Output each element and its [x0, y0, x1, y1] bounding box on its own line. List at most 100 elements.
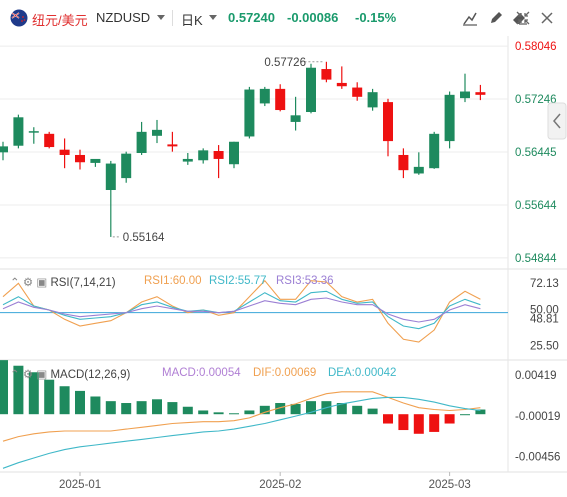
macd-bar: [444, 414, 455, 424]
macd-bar: [0, 360, 8, 415]
candle-body: [383, 102, 393, 142]
y-tick-label: 0.56445: [515, 147, 557, 159]
macd-bar: [413, 414, 424, 434]
divider: [172, 10, 173, 26]
y-tick-label: 72.13: [530, 278, 559, 290]
y-tick-label: 0.58046: [515, 41, 557, 53]
collapse-sidebar-button[interactable]: [547, 102, 567, 140]
macd-bar: [213, 412, 224, 415]
macd-bar: [105, 401, 116, 415]
macd-bar: [136, 401, 147, 415]
candle-body: [444, 94, 455, 142]
candle-body: [259, 88, 270, 104]
candle-body: [75, 154, 85, 163]
macd-bar: [244, 410, 255, 415]
collapse-icon[interactable]: ⌃: [10, 277, 20, 289]
macd-bar: [59, 386, 70, 415]
last-price: 0.57240: [228, 10, 275, 25]
macd-bar: [475, 409, 486, 415]
macd-bar: [152, 399, 162, 415]
y-tick-label: 0.57246: [515, 94, 557, 106]
candle-body: [90, 158, 101, 163]
y-tick-label: 25.50: [530, 340, 559, 352]
period-selector[interactable]: 日K: [181, 13, 203, 28]
candle-body: [121, 153, 132, 179]
y-tick-label: 0.54844: [515, 253, 557, 265]
macd-bar: [383, 414, 393, 424]
macd-bar: [460, 414, 470, 416]
chart-icon: ▣: [36, 369, 48, 381]
rsi1-legend: RSI1:60.00: [144, 275, 202, 287]
macd-bar: [229, 413, 239, 415]
rsi-panel-label: ⌃ ⚙ ▣ RSI(7,14,21): [10, 275, 116, 289]
candle-body: [475, 92, 486, 95]
candle-body: [198, 150, 209, 161]
y-tick-label: -0.00456: [515, 452, 560, 464]
chevron-down-icon[interactable]: [209, 15, 217, 20]
macd-bar: [13, 365, 24, 415]
macd-bar: [352, 405, 363, 415]
x-tick-label: 2025-02: [259, 479, 301, 491]
macd-bar: [44, 379, 55, 415]
macd-bar: [290, 403, 301, 415]
close-icon[interactable]: [537, 8, 557, 28]
macd-bar: [167, 402, 178, 415]
eraser-icon[interactable]: [510, 8, 530, 28]
macd-bar: [198, 410, 209, 415]
price-change-percent: -0.15%: [355, 10, 397, 25]
macd-bar: [182, 406, 193, 415]
chart-toolbar: 纽元/美元 NZDUSD 日K 0.57240 -0.00086 -0.15%: [0, 0, 567, 36]
candle-body: [59, 149, 70, 155]
macd-bar: [121, 403, 132, 415]
macd-title: MACD(12,26,9): [50, 369, 131, 381]
rsi-line-1: [2, 279, 481, 343]
candle-body: [28, 131, 39, 133]
gear-icon[interactable]: ⚙: [22, 277, 34, 289]
pen-icon[interactable]: [486, 8, 506, 28]
candle-body: [429, 133, 440, 169]
candle-body: [398, 154, 409, 171]
low-annotation: 0.55164: [123, 232, 165, 244]
y-tick-label: 0.55644: [515, 200, 557, 212]
candle-body: [182, 158, 193, 162]
dif-line: [2, 391, 481, 442]
collapse-icon[interactable]: ⌃: [10, 369, 20, 381]
candle-body: [367, 92, 378, 108]
gear-icon[interactable]: ⚙: [22, 369, 34, 381]
flag-nz-icon: [10, 9, 28, 27]
candle-body: [413, 166, 424, 174]
macd-bar: [90, 396, 101, 415]
symbol-code[interactable]: NZDUSD: [96, 10, 151, 25]
dea-legend: DEA:0.00042: [328, 367, 397, 379]
candle-body: [44, 133, 55, 148]
symbol-name-cn[interactable]: 纽元/美元: [32, 13, 88, 28]
x-tick-label: 2025-03: [429, 479, 471, 491]
y-tick-label: -0.00019: [515, 411, 560, 423]
price-change: -0.00086: [287, 10, 339, 25]
candle-body: [0, 146, 8, 153]
candle-body: [290, 115, 301, 122]
macd-bar: [75, 390, 85, 415]
macd-bar: [367, 408, 378, 415]
candle-body: [167, 144, 178, 147]
macd-bar: [275, 403, 286, 415]
candle-body: [229, 141, 239, 165]
macd-panel-label: ⌃ ⚙ ▣ MACD(12,26,9): [10, 367, 130, 381]
candle-body: [105, 163, 116, 191]
y-tick-label: 50.00: [530, 305, 559, 317]
candle-body: [352, 87, 363, 97]
candle-body: [13, 117, 24, 146]
candle-body: [244, 89, 255, 137]
candle-body: [321, 69, 332, 80]
candle-body: [306, 67, 316, 113]
draw-tool-icon[interactable]: [460, 8, 480, 28]
candle-body: [460, 91, 470, 99]
x-tick-label: 2025-01: [59, 479, 101, 491]
macd-bar: [259, 405, 270, 415]
chart-icon: ▣: [36, 277, 48, 289]
compress-icon[interactable]: [513, 8, 533, 28]
chevron-down-icon[interactable]: [157, 15, 165, 20]
macd-bar: [398, 414, 409, 431]
macd-bar: [429, 414, 440, 432]
